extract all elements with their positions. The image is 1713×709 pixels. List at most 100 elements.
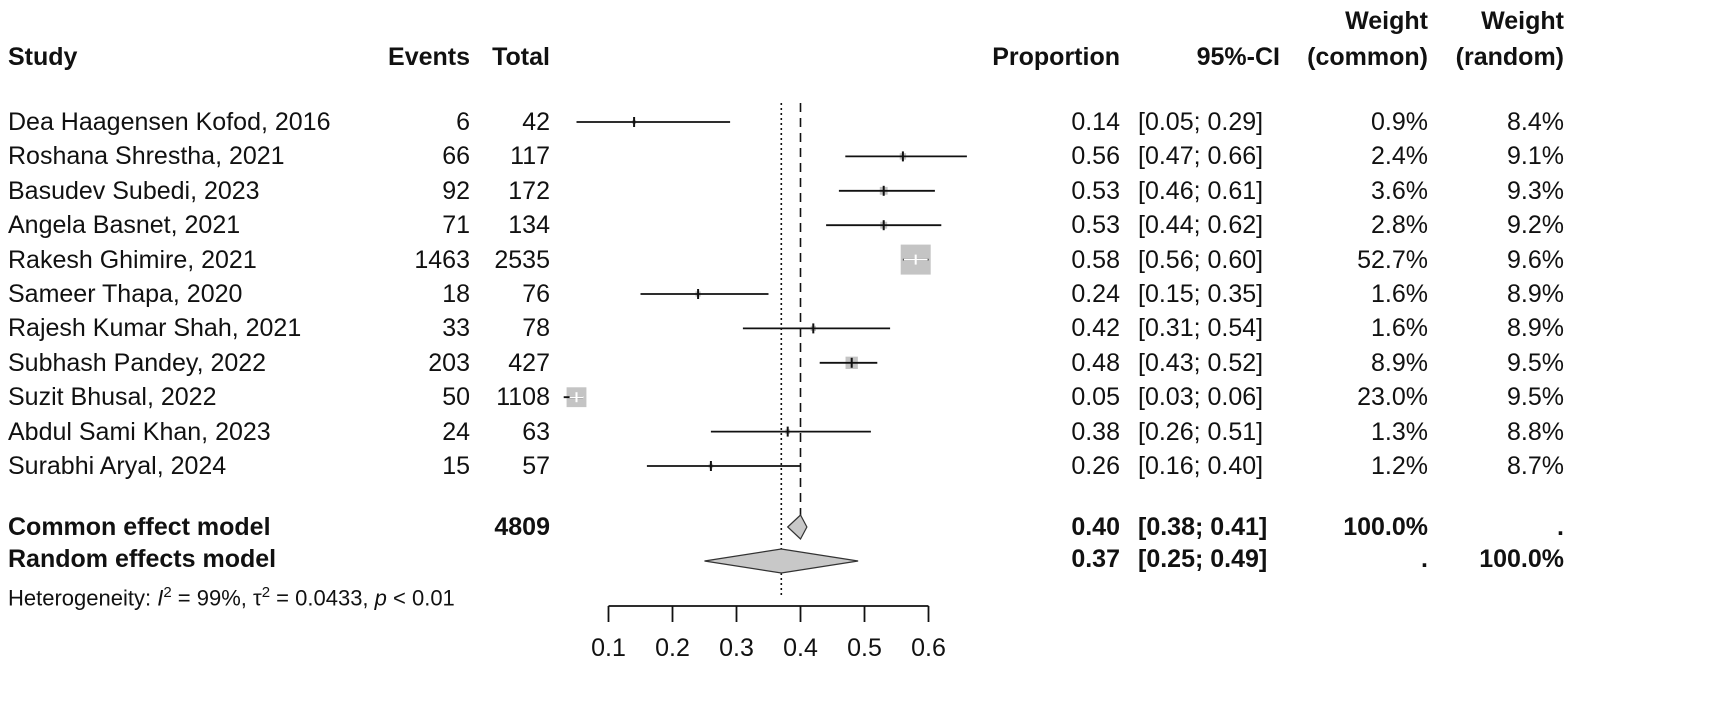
study-weight-common: 8.9%: [1371, 348, 1428, 377]
study-proportion: 0.42: [1071, 314, 1120, 343]
x-axis-tick-label: 0.1: [591, 634, 626, 662]
heterogeneity-i-symbol: I: [157, 585, 164, 611]
study-ci: [0.03; 0.06]: [1138, 383, 1264, 412]
study-name: Angela Basnet, 2021: [8, 211, 241, 240]
study-events: 24: [442, 417, 470, 446]
random-ci: [0.25; 0.49]: [1138, 545, 1268, 573]
header-weight-random-l2: (random): [1455, 43, 1564, 71]
study-proportion: 0.26: [1071, 452, 1120, 480]
study-events: 203: [428, 348, 470, 377]
study-ci: [0.26; 0.51]: [1138, 417, 1264, 446]
study-ci: [0.15; 0.35]: [1138, 280, 1264, 308]
study-weight-common: 52.7%: [1357, 245, 1428, 274]
study-ci: [0.46; 0.61]: [1138, 176, 1264, 205]
random-weight-random: 100.0%: [1479, 545, 1564, 573]
study-weight-random: 9.1%: [1507, 142, 1564, 171]
heterogeneity-p-value: < 0.01: [386, 585, 455, 611]
common-ci: [0.38; 0.41]: [1138, 513, 1268, 541]
study-name: Sameer Thapa, 2020: [8, 280, 243, 308]
study-events: 50: [442, 383, 470, 412]
study-events: 6: [456, 108, 470, 136]
random-weight-common: .: [1421, 545, 1428, 573]
random-effect-diamond: [704, 548, 859, 574]
study-proportion: 0.24: [1071, 280, 1120, 308]
study-weight-common: 2.8%: [1371, 211, 1428, 240]
heterogeneity-i-superscript: 2: [163, 584, 172, 601]
header-weight-random-l1: Weight: [1481, 7, 1564, 35]
study-weight-common: 1.6%: [1371, 280, 1428, 308]
common-proportion: 0.40: [1071, 513, 1120, 541]
study-weight-common: 0.9%: [1371, 108, 1428, 136]
study-proportion: 0.14: [1071, 108, 1120, 136]
study-weight-random: 8.9%: [1507, 314, 1564, 343]
heterogeneity-tau-value: = 0.0433,: [270, 585, 375, 611]
random-label: Random effects model: [8, 545, 277, 573]
study-weight-common: 2.4%: [1371, 142, 1428, 171]
study-total: 63: [522, 417, 550, 446]
study-events: 18: [442, 280, 470, 308]
study-proportion: 0.05: [1071, 383, 1120, 412]
study-name: Rajesh Kumar Shah, 2021: [8, 314, 302, 343]
study-events: 15: [442, 452, 470, 480]
x-axis-tick-label: 0.6: [911, 634, 946, 662]
study-total: 2535: [494, 245, 550, 274]
study-weight-random: 8.8%: [1507, 417, 1564, 446]
study-weight-random: 8.4%: [1507, 108, 1564, 136]
common-weight-random: .: [1557, 513, 1564, 541]
x-axis-tick-label: 0.2: [655, 634, 690, 662]
random-proportion: 0.37: [1071, 545, 1120, 573]
study-name: Rakesh Ghimire, 2021: [8, 245, 257, 274]
header-proportion: Proportion: [992, 43, 1120, 71]
study-name: Dea Haagensen Kofod, 2016: [8, 108, 331, 136]
header-study: Study: [8, 43, 78, 71]
header-weight-common-l1: Weight: [1345, 7, 1428, 35]
study-total: 42: [522, 108, 550, 136]
study-weight-common: 1.3%: [1371, 417, 1428, 446]
study-ci: [0.16; 0.40]: [1138, 452, 1264, 480]
study-weight-random: 9.2%: [1507, 211, 1564, 240]
common-label: Common effect model: [8, 513, 271, 541]
study-name: Abdul Sami Khan, 2023: [8, 417, 271, 446]
header-events: Events: [388, 43, 470, 71]
study-weight-random: 9.3%: [1507, 176, 1564, 205]
study-total: 172: [508, 176, 550, 205]
study-weight-common: 3.6%: [1371, 176, 1428, 205]
study-weight-random: 9.5%: [1507, 348, 1564, 377]
heterogeneity-tau-symbol: τ: [253, 585, 262, 611]
study-ci: [0.31; 0.54]: [1138, 314, 1264, 343]
study-total: 76: [522, 280, 550, 308]
study-events: 33: [442, 314, 470, 343]
study-proportion: 0.53: [1071, 211, 1120, 240]
study-total: 57: [522, 452, 550, 480]
x-axis-tick-label: 0.4: [783, 634, 818, 662]
study-proportion: 0.48: [1071, 348, 1120, 377]
study-name: Suzit Bhusal, 2022: [8, 383, 217, 412]
study-name: Roshana Shrestha, 2021: [8, 142, 285, 171]
study-total: 78: [522, 314, 550, 343]
header-weight-common-l2: (common): [1307, 43, 1428, 71]
heterogeneity-tau-superscript: 2: [261, 584, 271, 601]
common-total: 4809: [494, 513, 550, 541]
study-events: 92: [442, 176, 470, 205]
study-weight-common: 23.0%: [1357, 383, 1428, 412]
study-total: 1108: [496, 383, 550, 412]
heterogeneity-text: Heterogeneity: I2 = 99%, τ2 = 0.0433, p …: [8, 578, 455, 613]
heterogeneity-prefix: Heterogeneity:: [8, 585, 158, 611]
x-axis-tick-label: 0.3: [719, 634, 754, 662]
study-weight-random: 9.5%: [1507, 383, 1564, 412]
study-weight-random: 8.9%: [1507, 280, 1564, 308]
study-events: 66: [442, 142, 470, 171]
study-events: 1463: [414, 245, 470, 274]
common-effect-diamond: [786, 514, 808, 540]
common-weight-common: 100.0%: [1343, 513, 1428, 541]
study-weight-random: 9.6%: [1507, 245, 1564, 274]
study-events: 71: [442, 211, 470, 240]
study-total: 427: [508, 348, 550, 377]
study-name: Basudev Subedi, 2023: [8, 176, 260, 205]
header-ci: 95%-CI: [1196, 43, 1280, 71]
study-ci: [0.56; 0.60]: [1138, 245, 1264, 274]
study-ci: [0.44; 0.62]: [1138, 211, 1264, 240]
study-weight-common: 1.6%: [1371, 314, 1428, 343]
study-ci: [0.47; 0.66]: [1138, 142, 1264, 171]
